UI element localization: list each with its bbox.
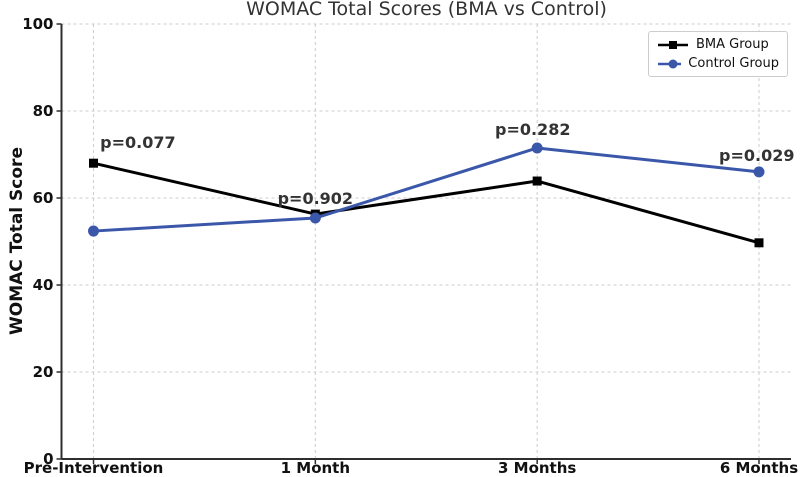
legend-sample-marker xyxy=(668,59,678,68)
marker-control-group xyxy=(753,166,765,178)
marker-bma-group xyxy=(89,158,98,168)
y-tick-label: 100 xyxy=(22,15,53,33)
x-tick-label-1-month: 1 Month xyxy=(281,459,350,477)
square-line-sample-icon xyxy=(658,40,688,49)
x-tick-label-6-months: 6 Months xyxy=(720,459,798,477)
legend: BMA Group Control Group xyxy=(648,31,788,77)
legend-item-control-group: Control Group xyxy=(657,56,779,71)
marker-control-group xyxy=(309,212,321,224)
legend-label: BMA Group xyxy=(696,37,769,52)
marker-control-group xyxy=(531,142,543,154)
series-line-bma-group xyxy=(93,161,760,245)
series-line-control-group xyxy=(93,146,760,233)
annotation-p-0-077: p=0.077 xyxy=(100,133,175,152)
y-tick-label: 20 xyxy=(33,363,54,381)
legend-label: Control Group xyxy=(688,56,779,71)
y-tick-label: 0 xyxy=(43,450,53,468)
annotation-p-0-902: p=0.902 xyxy=(278,189,353,208)
y-tick-label: 60 xyxy=(33,189,54,207)
legend-sample-marker xyxy=(669,40,677,49)
y-tick-label: 40 xyxy=(33,276,54,294)
annotation-p-0-282: p=0.282 xyxy=(495,120,570,139)
marker-bma-group xyxy=(754,238,764,248)
annotation-p-0-029: p=0.029 xyxy=(719,146,794,165)
y-tick-label: 80 xyxy=(33,102,54,120)
x-tick-label-pre-intervention: Pre-Intervention xyxy=(24,459,164,477)
legend-item-bma-group: BMA Group xyxy=(657,37,779,52)
chart-title: WOMAC Total Scores (BMA vs Control) xyxy=(246,0,607,20)
circle-line-sample-icon xyxy=(658,59,682,68)
marker-bma-group xyxy=(532,176,542,186)
x-tick-label-3-months: 3 Months xyxy=(498,459,576,477)
marker-control-group xyxy=(88,225,99,237)
